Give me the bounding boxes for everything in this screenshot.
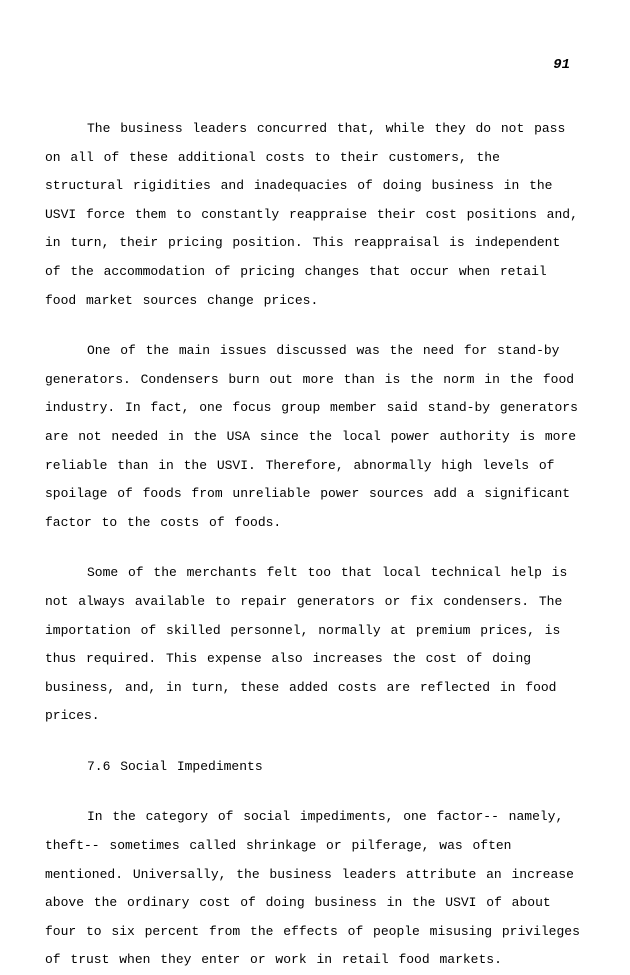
section-heading: 7.6 Social Impediments	[45, 753, 585, 782]
paragraph-3: Some of the merchants felt too that loca…	[45, 559, 585, 731]
paragraph-4: In the category of social impediments, o…	[45, 803, 585, 975]
page-content: The business leaders concurred that, whi…	[45, 115, 585, 975]
paragraph-1: The business leaders concurred that, whi…	[45, 115, 585, 315]
page-number: 91	[553, 50, 570, 81]
paragraph-2: One of the main issues discussed was the…	[45, 337, 585, 537]
